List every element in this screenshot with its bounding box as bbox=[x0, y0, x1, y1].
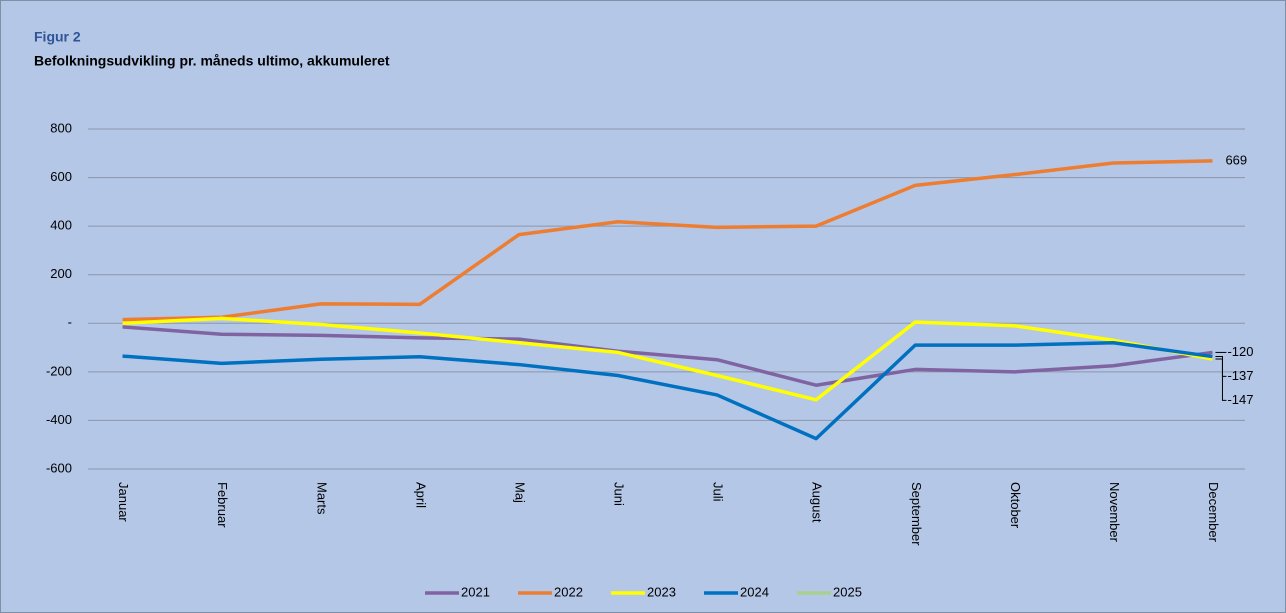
y-tick-label: -200 bbox=[46, 363, 72, 378]
series-line bbox=[122, 316, 1213, 402]
series-line bbox=[122, 159, 1213, 322]
data-label: 669 bbox=[1225, 152, 1247, 167]
y-tick-label: - bbox=[68, 315, 72, 330]
data-label: -120 bbox=[1227, 344, 1253, 359]
y-tick-label: 200 bbox=[50, 266, 72, 281]
data-label: -137 bbox=[1227, 368, 1253, 383]
data-label: -147 bbox=[1227, 392, 1253, 407]
y-tick-label: 400 bbox=[50, 218, 72, 233]
x-tick-label: Marts bbox=[314, 482, 329, 515]
series-line bbox=[122, 340, 1213, 441]
x-tick-label: April bbox=[413, 482, 428, 508]
legend-label: 2024 bbox=[740, 584, 769, 599]
chart-title: Befolkningsudvikling pr. måneds ultimo, … bbox=[34, 53, 390, 69]
x-tick-label: December bbox=[1206, 482, 1221, 543]
x-tick-label: Juni bbox=[612, 482, 627, 506]
x-tick-label: Februar bbox=[215, 482, 230, 528]
x-tick-label: September bbox=[909, 482, 924, 546]
legend-label: 2025 bbox=[833, 584, 862, 599]
y-tick-label: 600 bbox=[50, 169, 72, 184]
figure-label: Figur 2 bbox=[34, 29, 81, 45]
y-tick-label: -400 bbox=[46, 412, 72, 427]
label-leader bbox=[1215, 358, 1227, 401]
x-tick-label: Oktober bbox=[1008, 482, 1023, 529]
y-tick-label: 800 bbox=[50, 120, 72, 135]
x-tick-label: Januar bbox=[116, 482, 131, 522]
series-line bbox=[122, 325, 1213, 387]
x-tick-label: Maj bbox=[512, 482, 527, 503]
y-tick-label: -600 bbox=[46, 460, 72, 475]
legend-label: 2022 bbox=[554, 584, 583, 599]
x-tick-label: November bbox=[1107, 482, 1122, 543]
x-tick-label: Juli bbox=[711, 482, 726, 502]
x-tick-label: August bbox=[810, 482, 825, 523]
legend-label: 2023 bbox=[647, 584, 676, 599]
legend-label: 2021 bbox=[461, 584, 490, 599]
